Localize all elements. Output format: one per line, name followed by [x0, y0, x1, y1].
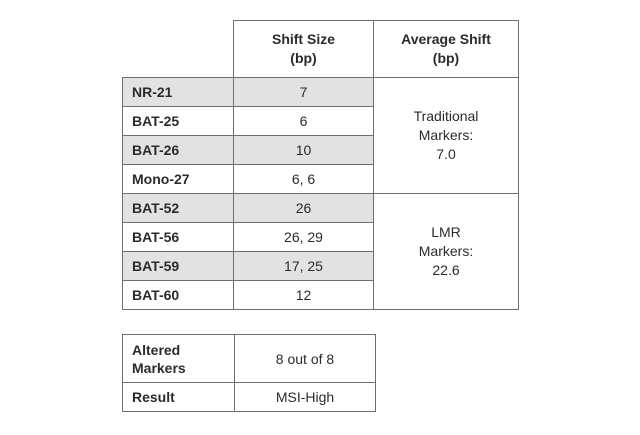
header-average-shift: Average Shift (bp) — [373, 20, 519, 78]
marker-name-cell: BAT-25 — [122, 106, 234, 136]
table-row: BAT-60 12 — [122, 280, 519, 310]
table-row: Mono-27 6, 6 — [122, 164, 519, 194]
marker-name-cell: BAT-52 — [122, 193, 234, 223]
table-row: BAT-56 26, 29 — [122, 222, 519, 252]
shift-size-cell: 10 — [233, 135, 374, 165]
result-value-cell: MSI-High — [234, 382, 376, 412]
shift-size-cell: 6, 6 — [233, 164, 374, 194]
marker-name-cell: BAT-26 — [122, 135, 234, 165]
shift-size-cell: 6 — [233, 106, 374, 136]
header-row: Shift Size (bp) Average Shift (bp) — [123, 20, 519, 78]
result-label-cell: Result — [122, 382, 235, 412]
group-average-cell-traditional: Traditional Markers: 7.0 — [373, 77, 519, 194]
marker-name-cell: BAT-59 — [122, 251, 234, 281]
shift-size-cell: 12 — [233, 280, 374, 310]
marker-name-cell: BAT-60 — [122, 280, 234, 310]
marker-name-cell: BAT-56 — [122, 222, 234, 252]
shift-size-cell: 17, 25 — [233, 251, 374, 281]
table-row: NR-21 7 Traditional Markers: 7.0 — [122, 77, 519, 194]
group-average-cell-lmr: LMR Markers: 22.6 — [373, 193, 519, 310]
table-row: BAT-26 10 — [122, 135, 519, 165]
header-corner-spacer — [123, 21, 234, 78]
table-row: BAT-52 26 LMR Markers: 22.6 — [122, 193, 519, 310]
altered-markers-label-cell: Altered Markers — [122, 334, 235, 383]
shift-size-cell: 26, 29 — [233, 222, 374, 252]
table-row: Result MSI-High — [122, 382, 376, 412]
table-row: BAT-25 6 — [122, 106, 519, 136]
altered-markers-value-cell: 8 out of 8 — [234, 334, 376, 383]
msi-markers-table: Shift Size (bp) Average Shift (bp) NR-21… — [122, 20, 519, 310]
marker-name-cell: NR-21 — [122, 77, 234, 107]
header-shift-size: Shift Size (bp) — [233, 20, 374, 78]
msi-summary-table: Altered Markers 8 out of 8 Result MSI-Hi… — [122, 334, 376, 412]
shift-size-cell: 26 — [233, 193, 374, 223]
marker-name-cell: Mono-27 — [122, 164, 234, 194]
table-row: Altered Markers 8 out of 8 — [122, 334, 376, 383]
shift-size-cell: 7 — [233, 77, 374, 107]
